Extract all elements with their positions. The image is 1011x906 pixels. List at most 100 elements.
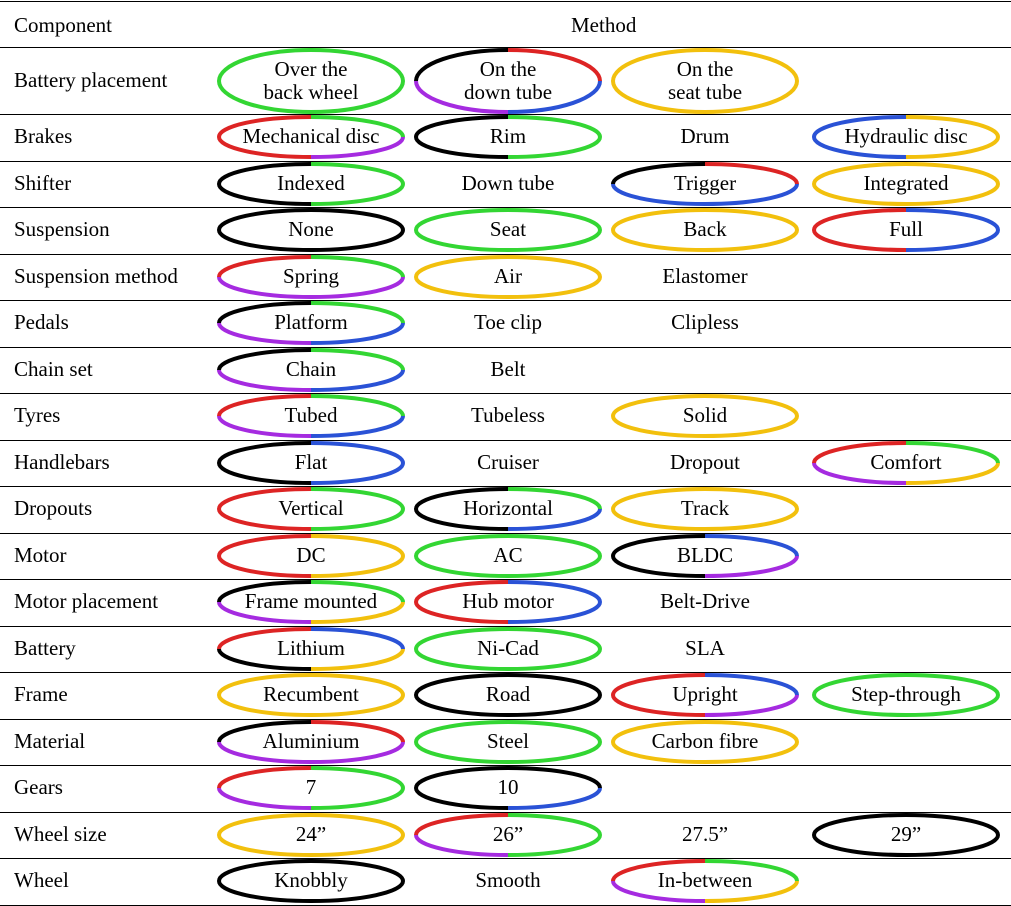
ellipse-arc xyxy=(310,673,405,696)
method-ellipse xyxy=(414,115,602,160)
ellipse-arc xyxy=(414,136,509,160)
ellipse-arc xyxy=(704,487,799,510)
method-option: Chain xyxy=(211,358,411,380)
component-label: Material xyxy=(14,728,86,753)
ellipse-arc xyxy=(217,648,312,671)
method-option: Ni-Cad xyxy=(408,637,608,659)
row-rule xyxy=(0,393,1011,394)
ellipse-arc xyxy=(217,301,312,324)
ellipse-arc xyxy=(507,115,602,138)
ellipse-arc xyxy=(507,229,602,253)
row-rule xyxy=(0,812,1011,813)
method-option-line: Solid xyxy=(682,403,728,428)
ellipse-arc xyxy=(611,415,706,439)
ellipse-arc xyxy=(310,136,405,160)
ellipse-arc xyxy=(414,787,509,811)
ellipse-arc xyxy=(611,183,706,206)
ellipse-arc xyxy=(310,719,405,743)
method-option: On the seat tube xyxy=(605,57,805,104)
ellipse-arc xyxy=(507,47,602,81)
ellipse-arc xyxy=(217,766,312,789)
ellipse-arc xyxy=(217,555,312,578)
method-ellipse xyxy=(611,533,799,578)
ellipse-arc xyxy=(905,440,1000,464)
method-option: BLDC xyxy=(605,544,805,566)
method-option: Belt-Drive xyxy=(605,591,805,612)
ellipse-arc xyxy=(217,487,312,510)
method-ellipse xyxy=(217,487,405,532)
row-rule xyxy=(0,765,1011,766)
method-option: AC xyxy=(408,544,608,566)
row-rule xyxy=(0,486,1011,487)
method-option-line: Belt xyxy=(490,356,526,381)
method-option: None xyxy=(211,219,411,240)
method-option-line: Tubed xyxy=(284,403,338,428)
method-ellipse xyxy=(611,673,799,718)
ellipse-arc xyxy=(704,208,799,231)
ellipse-arc xyxy=(217,580,312,603)
component-label: Wheel size xyxy=(14,821,107,846)
method-option-line: Mechanical disc xyxy=(242,124,380,149)
ellipse-arc xyxy=(704,394,799,417)
ellipse-arc xyxy=(704,694,799,718)
row-rule xyxy=(0,440,1011,441)
method-option-line: 24” xyxy=(295,821,327,846)
ellipse-arc xyxy=(217,347,312,371)
ellipse-arc xyxy=(812,136,907,160)
method-option: Vertical xyxy=(211,498,411,519)
ellipse-arc xyxy=(905,673,1000,696)
ellipse-arc xyxy=(217,369,312,392)
method-option-line: Aluminium xyxy=(262,728,360,753)
method-option-line: Vertical xyxy=(278,496,344,521)
ellipse-arc xyxy=(507,276,602,299)
ellipse-arc xyxy=(611,719,706,743)
method-ellipse xyxy=(611,394,799,439)
method-ellipse xyxy=(217,440,405,485)
ellipse-arc xyxy=(704,673,799,696)
method-ellipse xyxy=(812,115,1000,160)
row-rule xyxy=(0,672,1011,673)
component-label: Battery xyxy=(14,635,76,660)
method-ellipse xyxy=(611,47,799,114)
method-option: Indexed xyxy=(211,172,411,194)
ellipse-arc xyxy=(507,80,602,114)
method-option: 24” xyxy=(211,821,411,846)
ellipse-arc xyxy=(704,533,799,557)
ellipse-arc xyxy=(507,787,602,811)
method-ellipse xyxy=(414,208,602,253)
method-option-line: DC xyxy=(296,542,326,567)
ellipse-arc xyxy=(704,555,799,578)
method-option-line: SLA xyxy=(685,635,725,660)
component-label: Motor placement xyxy=(14,589,159,614)
method-option: Trigger xyxy=(605,172,805,194)
ellipse-arc xyxy=(812,834,907,857)
method-option: 7 xyxy=(211,777,411,798)
ellipse-arc xyxy=(611,80,706,114)
ellipse-arc xyxy=(217,115,312,138)
ellipse-arc xyxy=(310,812,405,836)
ellipse-arc xyxy=(507,741,602,764)
ellipse-arc xyxy=(507,254,602,278)
ellipse-arc xyxy=(611,859,706,882)
ellipse-arc xyxy=(414,254,509,278)
method-option: Recumbent xyxy=(211,684,411,705)
method-option-line: Spring xyxy=(282,263,339,288)
method-option-line: Flat xyxy=(294,449,328,474)
ellipse-arc xyxy=(414,533,509,557)
row-rule xyxy=(0,300,1011,301)
method-option-line: Full xyxy=(889,217,923,242)
method-ellipse xyxy=(217,161,405,206)
ellipse-arc xyxy=(414,229,509,253)
method-option: Lithium xyxy=(211,637,411,659)
ellipse-arc xyxy=(217,673,312,696)
ellipse-arc xyxy=(905,462,1000,485)
ellipse-arc xyxy=(217,276,312,299)
ellipse-arc xyxy=(310,415,405,439)
ellipse-arc xyxy=(507,812,602,836)
header-component: Component xyxy=(14,13,112,37)
method-option-line: Horizontal xyxy=(463,496,553,521)
component-label: Dropouts xyxy=(14,496,93,521)
component-label: Tyres xyxy=(14,403,61,428)
method-ellipse xyxy=(217,580,405,625)
method-option: 27.5” xyxy=(605,823,805,845)
